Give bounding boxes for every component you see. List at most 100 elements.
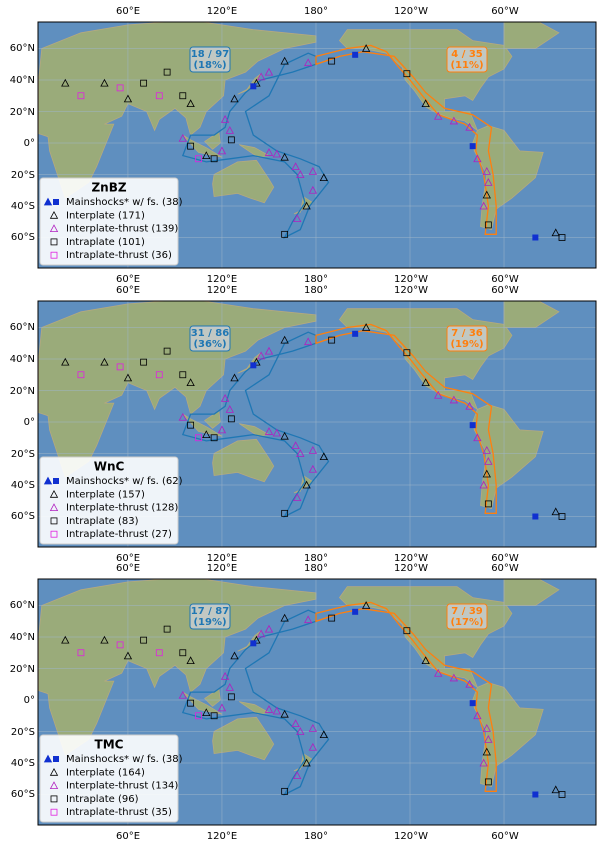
event-marker [308,742,318,751]
mainshock-marker [469,422,476,429]
event-marker [303,337,313,346]
legend-entry: Mainshocks* w/ fs. (38) [66,197,183,208]
event-marker [187,421,195,429]
event-marker [187,142,195,150]
event-marker [308,185,318,194]
legend-entry: Interplate (157) [66,489,145,500]
ratio-box [189,603,231,630]
event-marker [328,57,336,65]
x-tick-label: 60°E [116,831,140,842]
event-marker [140,79,148,87]
legend-entry: Intraplate (83) [66,516,139,527]
event-marker [225,683,234,691]
ratio-percent: (36%) [193,339,226,350]
land-group [38,579,596,825]
event-marker [482,190,491,199]
event-marker [50,251,58,259]
event-marker [484,221,492,229]
event-marker [302,201,311,210]
event-marker [210,712,218,720]
event-marker [302,758,311,767]
event-marker [361,44,371,52]
event-marker [100,78,109,87]
event-marker [473,711,482,720]
event-marker [361,323,371,331]
x-tick-label: 180° [304,563,328,574]
event-marker [49,210,59,219]
land [238,423,271,437]
y-tick-label: 40°N [10,354,35,365]
event-marker [280,709,289,718]
event-marker [465,679,474,688]
land [212,716,275,761]
y-tick-label: 0° [24,417,35,428]
event-marker [296,449,305,457]
mainshock-marker [469,700,476,707]
legend-box [39,456,179,545]
y-tick-label: 0° [24,138,35,149]
event-marker [123,373,133,382]
event-marker [328,614,336,622]
event-marker [319,452,328,461]
west-region [181,52,330,239]
event-marker [179,649,187,657]
ratio-percent: (19%) [193,617,226,628]
event-marker [217,146,227,155]
ratio-box [446,46,488,73]
event-marker [227,415,235,423]
event-marker [280,431,289,440]
land [212,438,275,483]
event-marker [256,351,266,360]
x-tick-label: 120°E [207,553,237,564]
ratio-box [446,325,488,352]
x-tick-label: 120°E [207,6,237,17]
event-marker [272,428,281,437]
event-marker [482,469,491,478]
legend-entry: Intraplate-thrust (35) [66,807,172,818]
x-tick-label: 120°W [394,563,428,574]
legend-entry: Intraplate (96) [66,794,139,805]
event-marker [50,530,58,538]
event-marker [140,636,148,644]
event-marker [421,99,430,108]
ratio-count: 7 / 36 [451,328,483,339]
event-marker [264,427,274,435]
y-tick-label: 40°N [10,75,35,86]
event-marker [252,78,261,87]
event-marker [308,724,318,732]
event-marker [186,99,195,108]
west-region [181,609,330,796]
event-marker [291,441,300,450]
event-marker [230,94,239,103]
event-marker [303,58,313,67]
event-marker [293,214,302,223]
event-marker [195,434,202,442]
event-marker [100,357,109,366]
legend-entry: Interplate-thrust (128) [66,503,178,514]
x-tick-label: 60°E [116,6,140,17]
event-marker [465,122,474,131]
event-marker [116,363,124,371]
map-panel: 60°E 60°E 120°E 120°E 180° 180° 120°W 120°W 60°W… [10,563,597,842]
legend-entry: Mainshocks* w/ fs. (62) [66,476,183,487]
mainshock-marker [532,234,539,241]
y-tick-label: 20°N [10,107,35,118]
event-marker [264,624,274,633]
event-marker [280,152,289,161]
event-marker [403,627,411,635]
event-marker [403,70,411,78]
legend-title: ZnBZ [91,181,126,195]
x-tick-label: 60°E [116,563,140,574]
event-marker [77,92,85,100]
mainshock-marker [352,51,359,58]
mainshock-marker [53,199,59,205]
event-marker [256,629,266,638]
event-marker [43,476,53,485]
event-marker [155,371,163,379]
y-tick-label: 40°S [11,201,35,212]
ratio-percent: (11%) [450,60,483,71]
y-tick-label: 60°S [11,511,35,522]
event-marker [50,238,58,246]
event-marker [473,154,482,163]
x-tick-label: 60°W [491,831,519,842]
